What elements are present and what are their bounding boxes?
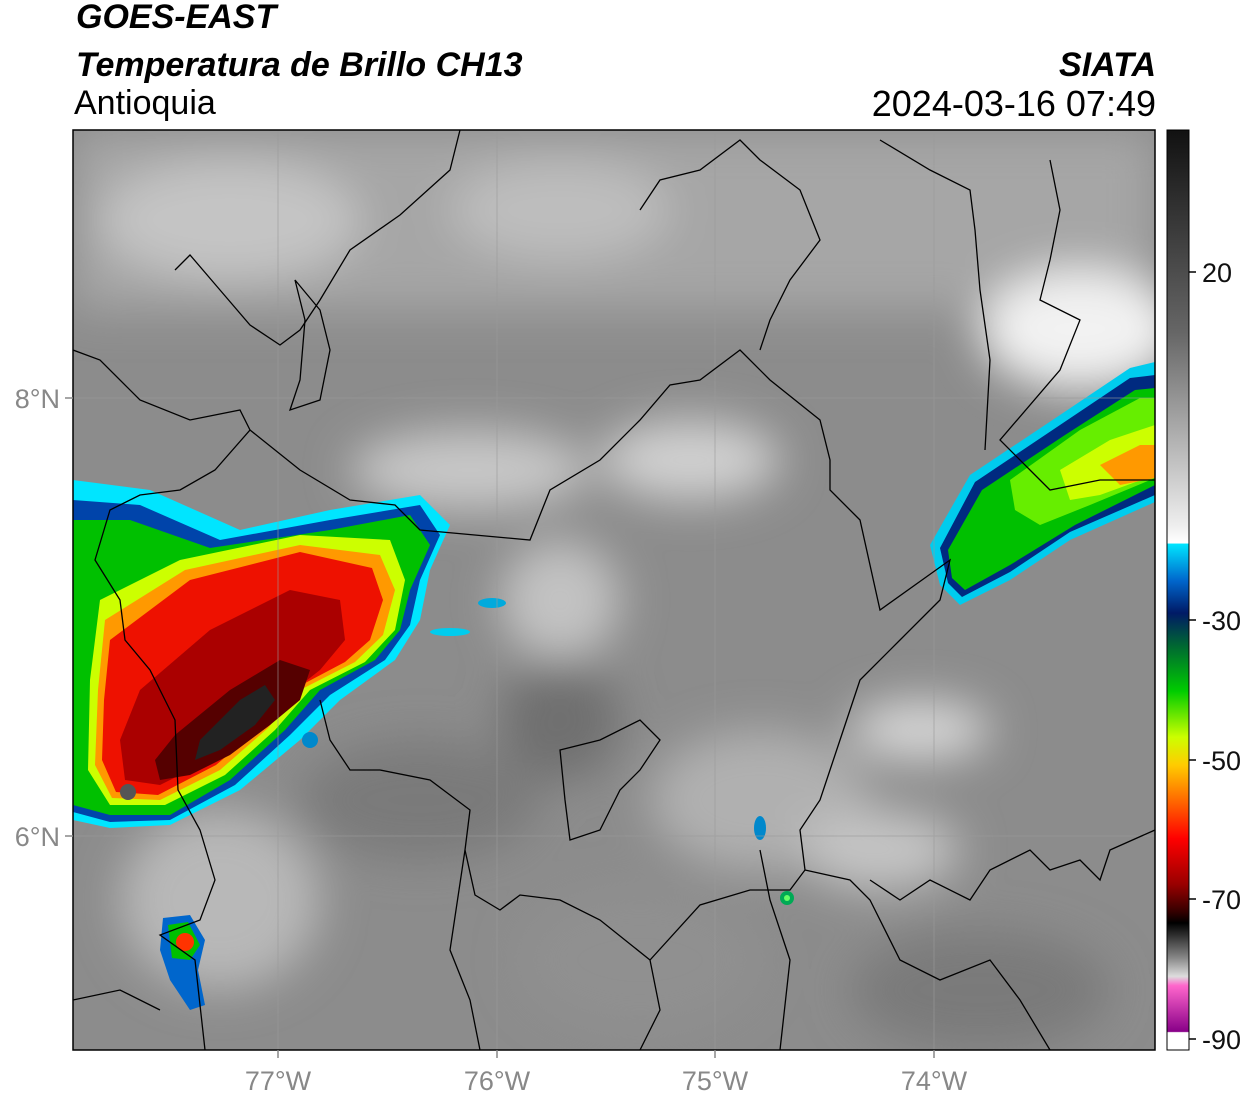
cloud-texture bbox=[73, 130, 1155, 1050]
agency-label: SIATA bbox=[1059, 46, 1156, 84]
lon-label-76w: 76°W bbox=[464, 1066, 531, 1096]
colorbar-label-minus70: -70 bbox=[1202, 885, 1241, 915]
axis-ticks bbox=[65, 397, 935, 1058]
lat-label-8n: 8°N bbox=[15, 384, 60, 414]
datetime-label: 2024-03-16 07:49 bbox=[871, 83, 1156, 124]
colorbar-label-20: 20 bbox=[1202, 258, 1232, 288]
lon-label-74w: 74°W bbox=[901, 1066, 968, 1096]
colorbar-label-minus50: -50 bbox=[1202, 746, 1241, 776]
storm-east bbox=[930, 362, 1155, 605]
colorbar-label-minus90: -90 bbox=[1202, 1025, 1241, 1055]
lon-label-75w: 75°W bbox=[682, 1066, 749, 1096]
satellite-title: GOES-EAST bbox=[76, 0, 277, 36]
product-title: Temperatura de Brillo CH13 bbox=[76, 46, 523, 84]
lat-label-6n: 6°N bbox=[15, 822, 60, 852]
graticule bbox=[73, 130, 1155, 1050]
satellite-imagery bbox=[73, 130, 1155, 1050]
storm-west bbox=[73, 480, 794, 1010]
political-boundaries bbox=[73, 130, 1155, 1050]
map-frame bbox=[72, 129, 1156, 1051]
lon-label-77w: 77°W bbox=[245, 1066, 312, 1096]
colorbar-ticks bbox=[1189, 271, 1196, 1040]
colorbar-label-minus30: -30 bbox=[1202, 606, 1241, 636]
colorbar bbox=[1166, 129, 1190, 1051]
region-label: Antioquia bbox=[74, 84, 216, 122]
